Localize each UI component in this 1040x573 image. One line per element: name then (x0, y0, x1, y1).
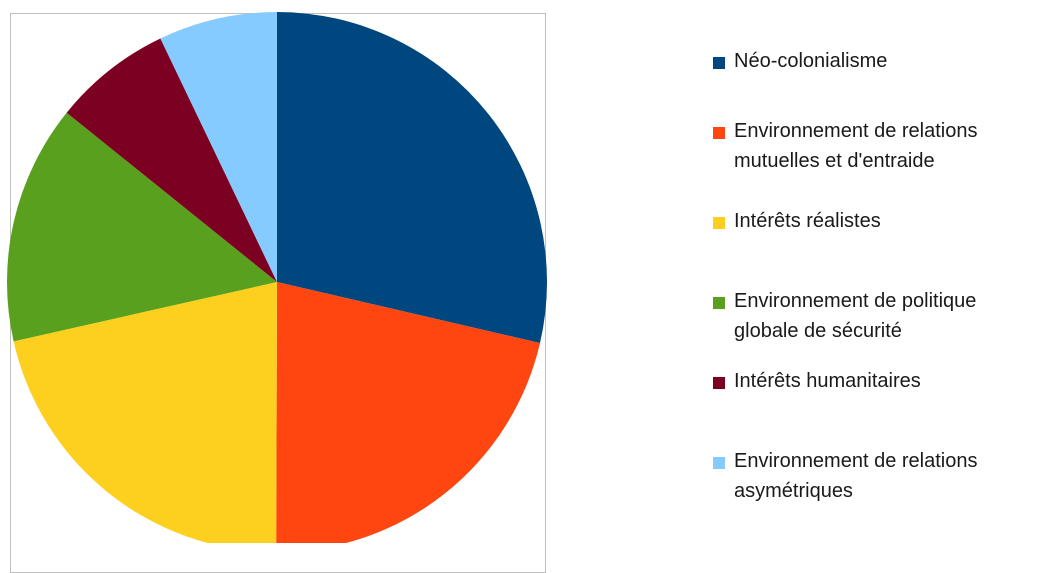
pie-slice-6 (160, 12, 277, 282)
legend-swatch (713, 377, 725, 389)
pie-slice-3 (13, 282, 277, 543)
pie-slice-4 (7, 112, 277, 342)
pie-slice-5 (66, 38, 277, 282)
legend-label: Environnement de politique globale de sé… (734, 290, 977, 342)
legend-item: Intérêts humanitaires (713, 366, 1034, 396)
legend-item: Intérêts réalistes (713, 206, 1034, 236)
legend-item: Néo-colonialisme (713, 46, 1034, 76)
legend-label: Intérêts réalistes (734, 210, 881, 232)
legend-label: Environnement de relations mutuelles et … (734, 120, 978, 172)
pie-slice-1 (277, 12, 547, 344)
legend-swatch (713, 57, 725, 69)
legend-item: Environnement de relations asymétriques (713, 446, 1034, 506)
legend-swatch (713, 127, 725, 139)
legend-swatch (713, 457, 725, 469)
legend-swatch (713, 217, 725, 229)
legend-item: Environnement de relations mutuelles et … (713, 116, 1034, 176)
legend-label: Néo-colonialisme (734, 50, 888, 72)
pie-chart (7, 12, 547, 543)
legend-label: Intérêts humanitaires (734, 370, 921, 392)
pie-slice-2 (276, 282, 541, 543)
legend-item: Environnement de politique globale de sé… (713, 286, 1034, 346)
legend-swatch (713, 297, 725, 309)
legend-label: Environnement de relations asymétriques (734, 450, 978, 502)
